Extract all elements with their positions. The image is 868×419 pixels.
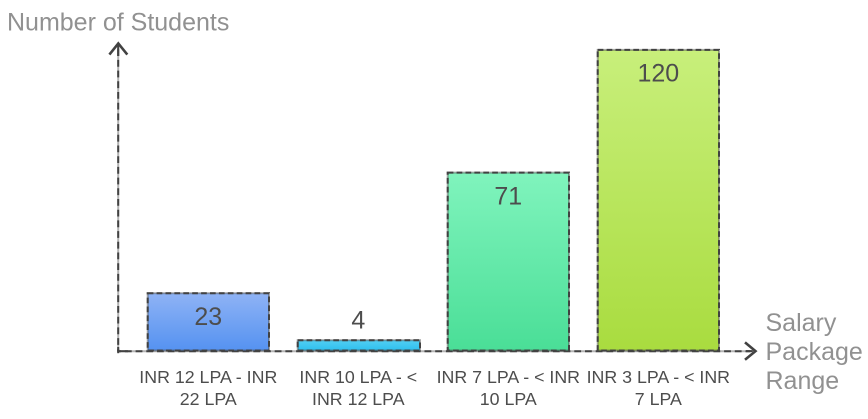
svg-text:Salary: Salary (766, 309, 837, 337)
svg-text:4: 4 (351, 307, 365, 335)
svg-text:23: 23 (194, 303, 222, 331)
svg-text:10 LPA: 10 LPA (480, 389, 537, 409)
svg-text:INR 7 LPA - < INR: INR 7 LPA - < INR (437, 367, 581, 387)
svg-text:INR 12 LPA - INR: INR 12 LPA - INR (139, 367, 277, 387)
svg-text:INR 3 LPA - < INR: INR 3 LPA - < INR (587, 367, 731, 387)
svg-text:71: 71 (494, 183, 522, 211)
svg-text:120: 120 (637, 60, 679, 88)
svg-text:INR 10 LPA - <: INR 10 LPA - < (299, 367, 417, 387)
svg-text:Package: Package (766, 338, 863, 366)
svg-text:Number of Students: Number of Students (7, 9, 229, 37)
svg-text:Range: Range (766, 367, 840, 395)
svg-text:INR 12 LPA: INR 12 LPA (312, 389, 405, 409)
svg-text:7 LPA: 7 LPA (635, 389, 682, 409)
svg-text:22 LPA: 22 LPA (180, 389, 237, 409)
